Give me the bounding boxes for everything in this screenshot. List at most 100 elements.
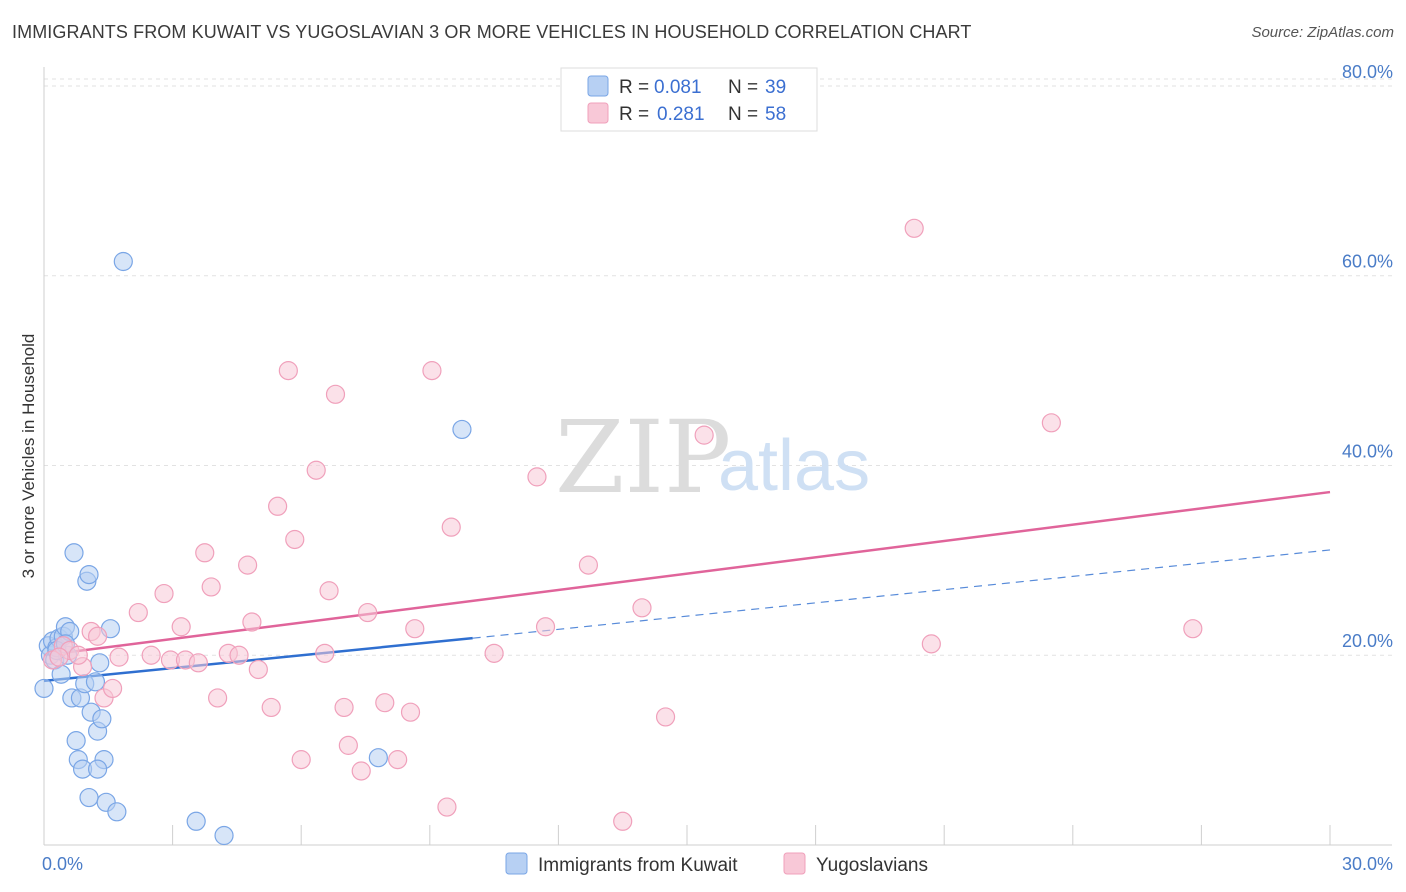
point-s1-49 (632, 598, 652, 618)
legend-swatch-yugoslavians (587, 102, 609, 124)
point-s1-51 (694, 425, 714, 445)
point-s1-39 (400, 702, 421, 722)
point-s1-21 (242, 612, 262, 632)
point-s0-13 (64, 543, 84, 563)
point-s1-38 (388, 750, 408, 770)
point-s0-30 (87, 759, 108, 779)
watermark: ZIP atlas (555, 399, 870, 516)
legend-r-label-2: R = (619, 104, 649, 125)
point-s1-15 (188, 653, 208, 673)
trend-line-dashed-s0 (472, 549, 1331, 639)
point-s1-53 (921, 634, 941, 654)
point-s1-43 (441, 517, 461, 537)
point-s1-41 (422, 361, 442, 381)
point-s1-31 (319, 581, 339, 601)
point-s1-33 (334, 697, 354, 718)
point-s1-23 (248, 659, 268, 680)
chart-title: IMMIGRANTS FROM KUWAIT VS YUGOSLAVIAN 3 … (12, 22, 972, 42)
point-s0-25 (90, 653, 110, 673)
point-s1-57 (49, 647, 69, 667)
point-s0-34 (214, 825, 234, 846)
point-s1-17 (201, 577, 221, 597)
watermark-atlas: atlas (718, 426, 870, 506)
point-s1-37 (375, 693, 395, 713)
point-s1-46 (535, 617, 556, 637)
point-s0-33 (186, 811, 206, 831)
bottom-legend-kuwait: Immigrants from Kuwait (538, 855, 738, 876)
legend-r-label-1: R = (619, 77, 649, 98)
point-s1-5 (87, 626, 108, 646)
axes (43, 67, 1392, 846)
legend-r-value-2: 0.281 (657, 104, 705, 125)
point-s1-26 (278, 361, 298, 381)
point-s1-35 (351, 761, 371, 781)
point-s1-40 (405, 619, 425, 639)
bottom-legend-swatch-yugoslavians (783, 852, 806, 875)
top-legend: R = 0.081 N = 39 R = 0.281 N = 58 (560, 67, 818, 132)
y-tick-label-2: 60.0% (1342, 252, 1393, 272)
point-s1-24 (261, 697, 281, 718)
point-s1-8 (109, 647, 129, 667)
bottom-legend: Immigrants from Kuwait Yugoslavians (505, 852, 928, 876)
trend-line-s1 (43, 490, 1331, 657)
bottom-legend-yugoslavians: Yugoslavians (816, 855, 928, 876)
y-tick-label-3: 80.0% (1342, 62, 1393, 82)
point-s1-28 (285, 529, 305, 550)
point-s1-22 (238, 555, 258, 575)
source-label: Source: ZipAtlas.com (1251, 24, 1394, 41)
point-s1-42 (437, 797, 457, 817)
point-s1-36 (358, 602, 378, 623)
point-s1-25 (268, 496, 288, 516)
y-tick-label-1: 40.0% (1342, 441, 1393, 461)
point-s1-29 (306, 460, 326, 480)
point-s1-45 (527, 467, 547, 487)
trend-line-s0 (43, 636, 473, 683)
point-s1-56 (68, 645, 88, 665)
x-tick-label-0: 0.0% (42, 854, 83, 874)
bottom-legend-swatch-kuwait (505, 852, 528, 875)
legend-n-label-2: N = (728, 104, 758, 125)
point-s1-47 (578, 555, 599, 575)
point-s0-35 (452, 419, 472, 440)
point-s1-55 (1183, 619, 1203, 639)
x-tick-labels: 0.0% 30.0% (42, 854, 1393, 874)
y-tick-labels: 20.0% 40.0% 60.0% 80.0% (1342, 62, 1393, 651)
x-tick-label-1: 30.0% (1342, 854, 1393, 874)
point-s0-22 (79, 787, 99, 808)
point-s1-50 (655, 707, 676, 727)
y-axis-label: 3 or more Vehicles in Household (19, 334, 38, 579)
point-s0-0 (34, 678, 54, 699)
point-s0-14 (66, 731, 86, 751)
point-s0-23 (85, 672, 106, 692)
point-s1-18 (208, 688, 228, 708)
legend-n-value-2: 58 (765, 104, 786, 125)
data-points (34, 218, 1203, 846)
point-s1-11 (154, 583, 174, 604)
point-s1-7 (102, 678, 123, 699)
point-s1-52 (904, 218, 924, 238)
point-s1-54 (1041, 413, 1061, 433)
watermark-zip: ZIP (555, 399, 731, 516)
legend-swatch-kuwait (587, 75, 609, 97)
point-s1-27 (291, 750, 311, 770)
point-s1-30 (315, 643, 335, 663)
legend-n-value-1: 39 (765, 77, 786, 98)
point-s1-9 (128, 602, 148, 623)
point-s1-10 (141, 645, 161, 665)
point-s0-36 (368, 748, 388, 768)
point-s0-32 (113, 251, 133, 272)
point-s1-44 (484, 643, 504, 663)
point-s1-34 (338, 735, 358, 755)
point-s0-26 (92, 709, 112, 729)
point-s1-13 (171, 617, 191, 637)
legend-r-value-1: 0.081 (654, 77, 702, 98)
point-s0-20 (79, 564, 99, 585)
point-s1-48 (613, 811, 633, 831)
point-s1-20 (229, 645, 249, 665)
legend-n-label-1: N = (728, 77, 758, 98)
point-s1-32 (325, 384, 346, 404)
point-s0-31 (107, 802, 127, 822)
point-s1-16 (195, 543, 215, 563)
y-tick-label-0: 20.0% (1342, 631, 1393, 651)
